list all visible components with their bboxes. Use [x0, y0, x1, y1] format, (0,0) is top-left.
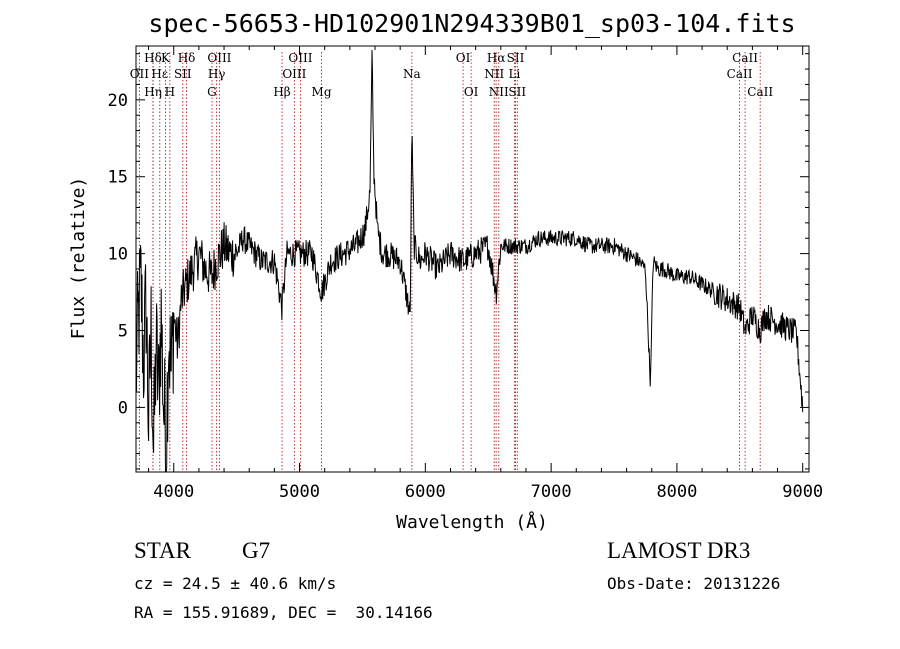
- coordinates: RA = 155.91689, DEC = 30.14166: [134, 603, 433, 622]
- axes-frame: [135, 45, 810, 473]
- line-label: H: [165, 85, 175, 99]
- line-label: Hγ: [208, 67, 226, 81]
- line-label: Li: [508, 67, 520, 81]
- line-label: CaII: [732, 51, 758, 65]
- x-tick-label: 5000: [279, 482, 320, 502]
- line-label: Hα: [487, 51, 506, 65]
- y-axis-label: Flux (relative): [68, 177, 89, 340]
- line-label: OIII: [207, 51, 231, 65]
- obs-date: Obs-Date: 20131226: [607, 574, 781, 593]
- y-tick-label: 0: [118, 398, 128, 418]
- spectrum-series: [136, 49, 804, 472]
- line-label: G: [207, 85, 217, 99]
- line-label: SII: [508, 85, 526, 99]
- line-label: Hε: [151, 67, 168, 81]
- line-label: OIII: [282, 67, 306, 81]
- line-label: Hδ: [144, 51, 162, 65]
- axis-ticks: 4000 5000 6000 7000 8000 9000 0 5 10 15 20: [108, 46, 823, 502]
- y-tick-label: 15: [108, 168, 128, 188]
- line-label: NII: [484, 67, 504, 81]
- line-label: NII: [489, 85, 509, 99]
- line-label: Hδ: [178, 51, 196, 65]
- line-label: OI: [464, 85, 479, 99]
- line-label: CaII: [727, 67, 753, 81]
- x-tick-label: 7000: [531, 482, 572, 502]
- x-tick-label: 6000: [405, 482, 446, 502]
- line-label: Hη: [144, 85, 162, 99]
- line-label: OII: [130, 67, 150, 81]
- x-tick-label: 8000: [656, 482, 697, 502]
- line-label: OI: [456, 51, 471, 65]
- x-tick-label: 4000: [153, 482, 194, 502]
- subclass: G7: [242, 538, 271, 563]
- line-label: Hβ: [273, 85, 290, 99]
- x-axis-label: Wavelength (Å): [396, 511, 548, 533]
- y-tick-label: 10: [108, 245, 128, 265]
- spectrum-line: [136, 49, 804, 472]
- line-label: Na: [403, 67, 421, 81]
- line-label: CaII: [747, 85, 773, 99]
- object-type: STAR: [134, 538, 191, 563]
- line-label: SII: [507, 51, 525, 65]
- line-labels: Hδ OII Hη Hε K H SII Hδ OIII Hγ G Hβ OIII OIII Mg Na OI O…: [130, 51, 774, 99]
- y-tick-label: 5: [118, 322, 128, 342]
- line-label: SII: [174, 67, 192, 81]
- chart-title: spec-56653-HD102901N294339B01_sp03-104.f…: [148, 9, 795, 38]
- line-label: OIII: [288, 51, 312, 65]
- plot-frame: [135, 45, 810, 473]
- x-tick-label: 9000: [782, 482, 823, 502]
- y-tick-label: 20: [108, 91, 128, 111]
- redshift-cz: cz = 24.5 ± 40.6 km/s: [134, 574, 337, 593]
- line-label: Mg: [312, 85, 332, 99]
- survey-name: LAMOST DR3: [607, 538, 751, 563]
- line-label: K: [161, 51, 171, 65]
